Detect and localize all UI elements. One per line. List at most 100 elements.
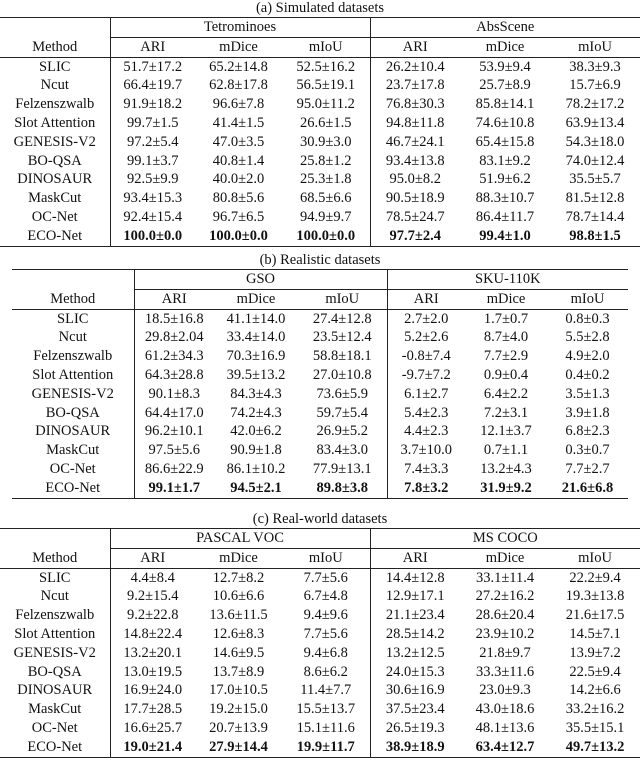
metric-value: 90.9±1.8	[230, 442, 282, 459]
metric-value: 48.1±13.6	[475, 719, 535, 736]
metric-value: 9.4±6.8	[303, 644, 348, 661]
metric-value: 42.0±6.2	[230, 423, 282, 440]
metric-value: 9.4±9.6	[303, 607, 348, 624]
metric-value: 99.1±3.7	[109, 151, 195, 171]
metric-value: 46.7±24.1	[369, 132, 461, 152]
method-name: ECO-Net	[12, 478, 134, 499]
metric-value: 33.2±16.2	[565, 701, 625, 718]
metric-value: 80.8±5.6	[212, 190, 265, 207]
metric-value: 91.9±18.2	[109, 95, 195, 114]
metric-header: ARI	[109, 37, 195, 58]
table-row: Slot Attention 14.8±22.4 12.6±8.3 7.7±5.6 28…	[0, 624, 640, 644]
table-row: MaskCut 17.7±28.5 19.2±15.0 15.5±13.7 37.5±2…	[0, 700, 640, 719]
metric-value: 33.4±14.0	[226, 329, 286, 346]
method-name: Felzenszwalb	[15, 607, 95, 624]
metric-value: 13.7±8.9	[212, 663, 265, 680]
table-row: Ncut 9.2±15.4 10.6±6.6 6.7±4.8 12.9±17.1 27.2…	[0, 587, 640, 607]
metric-value: 65.2±14.8	[209, 58, 268, 75]
metric-value: 85.8±14.1	[475, 96, 535, 113]
metric-value: 19.3±13.8	[565, 588, 625, 605]
metric-value: 52.5±16.2	[296, 58, 356, 75]
metric-value: 13.2±4.3	[480, 460, 532, 477]
method-name: MaskCut	[46, 442, 100, 459]
method-name: SLIC	[39, 569, 71, 586]
metric-value: 21.6±17.5	[565, 607, 625, 624]
method-name: BO-QSA	[45, 404, 100, 421]
dataset-group-header: Tetrominoes	[109, 17, 371, 38]
metric-value: 68.5±6.6	[300, 190, 352, 207]
metric-value: 90.5±18.9	[369, 189, 461, 208]
metric-value: 6.4±2.2	[483, 385, 529, 402]
metric-value: 13.2±12.5	[369, 643, 461, 663]
table-row: GENESIS-V2 13.2±20.1 14.6±9.5 9.4±6.8 13.2±1…	[0, 643, 640, 663]
metric-value: 92.4±15.4	[109, 207, 195, 227]
metric-value: 97.5±5.6	[133, 441, 214, 460]
method-name: MaskCut	[28, 701, 82, 718]
table-row: Felzenszwalb 61.2±34.3 70.3±16.9 58.8±18.1-…	[12, 347, 628, 366]
method-name: OC-Net	[31, 208, 78, 225]
metric-value: 35.5±15.1	[565, 719, 625, 736]
metric-value: 23.9±10.2	[475, 625, 535, 642]
metric-value: 61.2±34.3	[133, 347, 214, 366]
metric-value: 15.1±11.6	[296, 719, 355, 736]
metric-value: 3.9±1.8	[565, 404, 610, 421]
metric-value: 26.5±19.3	[369, 718, 461, 738]
method-name: DINOSAUR	[35, 423, 111, 440]
metric-header: mDice	[460, 548, 551, 569]
metric-value: 86.4±11.7	[475, 208, 535, 225]
method-name: ECO-Net	[0, 226, 110, 247]
metric-value: 18.5±16.8	[133, 309, 214, 329]
metric-value: 19.2±15.0	[209, 701, 268, 718]
metric-header: ARI	[133, 289, 214, 310]
metric-value: 38.9±18.9	[369, 737, 461, 758]
method-name: GENESIS-V2	[13, 133, 96, 150]
metric-value: 83.1±9.2	[479, 152, 531, 169]
metric-value: 74.6±10.8	[475, 114, 535, 131]
metric-value: 14.5±7.1	[569, 625, 621, 642]
metric-value: 73.6±5.9	[316, 385, 368, 402]
metric-value: 19.9±11.7	[282, 737, 371, 758]
metric-value: 90.1±8.3	[133, 384, 214, 404]
metric-value: 98.8±1.5	[550, 226, 640, 247]
method-name: Felzenszwalb	[15, 96, 95, 113]
metric-value: 14.4±12.8	[369, 568, 461, 588]
metric-value: 7.7±5.6	[303, 569, 348, 586]
table-row: DINOSAUR 96.2±10.1 42.0±6.2 26.9±5.2 4.4±2.3…	[12, 422, 628, 442]
metric-value: 33.1±11.4	[475, 569, 535, 586]
metric-value: 74.0±12.4	[565, 152, 625, 169]
metric-value: 28.6±20.4	[475, 607, 535, 624]
metric-value: 39.5±13.2	[226, 366, 286, 383]
method-name: Slot Attention	[14, 114, 96, 131]
metric-value: 16.6±25.7	[109, 718, 195, 738]
metric-value: 15.7±6.9	[569, 77, 621, 94]
metric-value: 97.7±2.4	[369, 226, 461, 247]
metric-value: 0.4±0.2	[565, 366, 610, 383]
metric-value: 13.2±20.1	[109, 643, 195, 663]
metric-value: 59.7±5.4	[316, 404, 368, 421]
metric-value: 27.2±16.2	[475, 588, 535, 605]
metric-value: 21.1±23.4	[369, 606, 461, 625]
table-row: Felzenszwalb 9.2±22.8 13.6±11.5 9.4±9.6 21.1…	[0, 606, 640, 625]
metric-value: 4.4±8.4	[109, 568, 195, 588]
metric-header: ARI	[369, 548, 461, 569]
metric-value: 12.1±3.7	[480, 423, 532, 440]
method-name: SLIC	[39, 58, 71, 75]
metric-value: 20.7±13.9	[209, 719, 268, 736]
metric-value: 93.4±13.8	[369, 151, 461, 171]
metric-value: 94.5±2.1	[214, 478, 298, 499]
metric-value: 47.0±3.5	[212, 133, 265, 150]
metric-value: 21.8±9.7	[479, 644, 531, 661]
metric-value: 5.5±2.8	[565, 329, 610, 346]
metric-value: 64.3±28.8	[133, 365, 214, 385]
metric-value: 31.9±9.2	[465, 478, 548, 499]
table-row: Slot Attention 64.3±28.8 39.5±13.2 27.0±10.…	[12, 365, 628, 385]
metric-value: 11.4±7.7	[300, 682, 352, 699]
table-row: DINOSAUR 92.5±9.9 40.0±2.0 25.3±1.8 95.0±8.2…	[0, 170, 640, 190]
metric-value: 0.7±1.1	[483, 442, 529, 459]
table-caption: (b) Realistic datasets	[259, 252, 381, 268]
table-row: MaskCut 93.4±15.3 80.8±5.6 68.5±6.6 90.5±18.…	[0, 189, 640, 208]
metric-value: 12.7±8.2	[212, 569, 265, 586]
metric-value: 25.8±1.2	[300, 152, 352, 169]
metric-header: mIoU	[550, 548, 640, 569]
results-table: GSO SKU-110K Method ARI mDice mIoU ARI mDice mIo…	[12, 269, 629, 499]
